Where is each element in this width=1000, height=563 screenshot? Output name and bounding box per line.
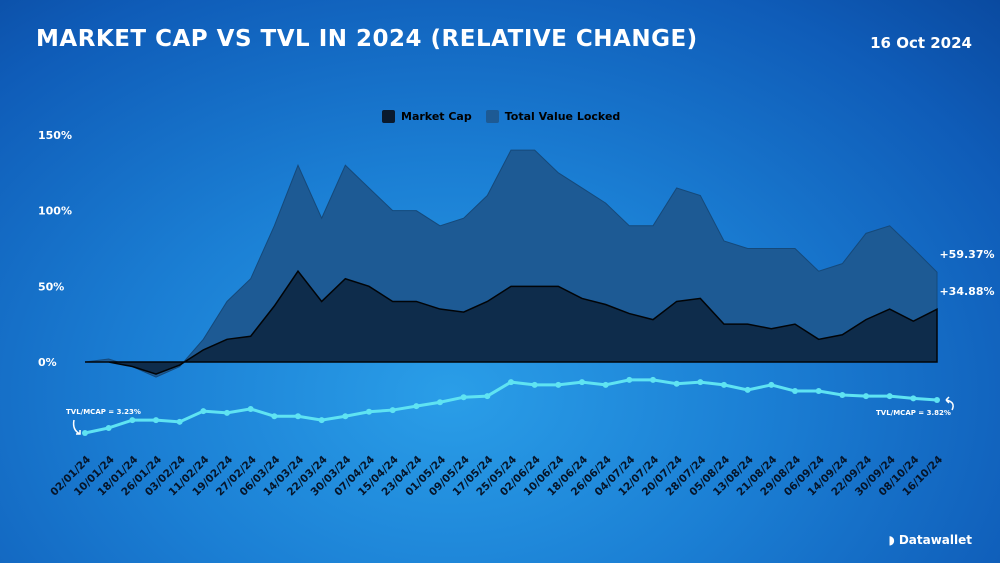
ratio-point (910, 395, 917, 402)
legend-item-market-cap: Market Cap (382, 110, 472, 123)
ratio-point (460, 394, 467, 401)
ratio-point (295, 413, 301, 420)
ratio-point (342, 413, 349, 420)
y-tick-label: 0% (38, 356, 57, 369)
ratio-point (200, 408, 207, 415)
ratio-point (673, 380, 680, 387)
ratio-point (697, 379, 704, 386)
ratio-point (366, 408, 372, 415)
legend: Market Cap Total Value Locked (382, 110, 620, 123)
ratio-point (815, 388, 822, 395)
ratio-point (437, 399, 443, 406)
y-tick-label: 100% (38, 205, 72, 218)
ratio-point (484, 393, 491, 400)
ratio-point (555, 381, 562, 388)
area-market-cap (85, 269, 938, 375)
chart-title: MARKET CAP VS TVL IN 2024 (RELATIVE CHAN… (36, 26, 698, 52)
brand-name: Datawallet (898, 533, 972, 547)
ratio-point (531, 381, 538, 388)
ratio-point (105, 424, 112, 431)
legend-label: Total Value Locked (504, 110, 621, 123)
legend-item-tvl: Total Value Locked (485, 110, 621, 123)
legend-label: Market Cap (401, 110, 472, 123)
ratio-point (721, 381, 727, 388)
ratio-start-label: TVL/MCAP = 3.23% (66, 408, 141, 416)
ratio-point (129, 417, 136, 424)
ratio-line (84, 378, 938, 435)
ratio-point (626, 376, 633, 383)
ratio-point (839, 391, 846, 398)
legend-swatch (485, 110, 499, 123)
ratio-end-label: TVL/MCAP = 3.82% (876, 409, 951, 417)
logo-icon: ◗ (888, 533, 895, 547)
ratio-point (792, 388, 798, 395)
end-value-label: +34.88% (939, 285, 994, 298)
ratio-point (579, 379, 585, 386)
ratio-point (247, 405, 254, 412)
date-label: 16 Oct 2024 (870, 34, 972, 52)
arrow-icon (72, 419, 81, 435)
brand-logo: ◗ Datawallet (888, 533, 972, 547)
y-tick-label: 150% (38, 129, 72, 142)
ratio-point (82, 430, 88, 436)
ratio-point (389, 407, 396, 414)
ratio-point (318, 417, 325, 424)
ratio-point (413, 403, 420, 410)
end-value-label: +59.37% (939, 248, 994, 261)
legend-swatch (382, 110, 395, 123)
ratio-point (886, 393, 893, 400)
ratio-point (224, 409, 230, 416)
ratio-point (863, 393, 869, 400)
ratio-point (176, 418, 183, 425)
y-tick-label: 50% (38, 280, 64, 293)
ratio-point (508, 379, 514, 386)
ratio-point (271, 413, 278, 420)
ratio-point (153, 417, 159, 424)
arrow-icon (945, 396, 954, 411)
ratio-point (744, 386, 751, 393)
ratio-point (650, 376, 656, 383)
ratio-point (768, 381, 775, 388)
ratio-point (934, 397, 940, 403)
ratio-point (602, 381, 609, 388)
